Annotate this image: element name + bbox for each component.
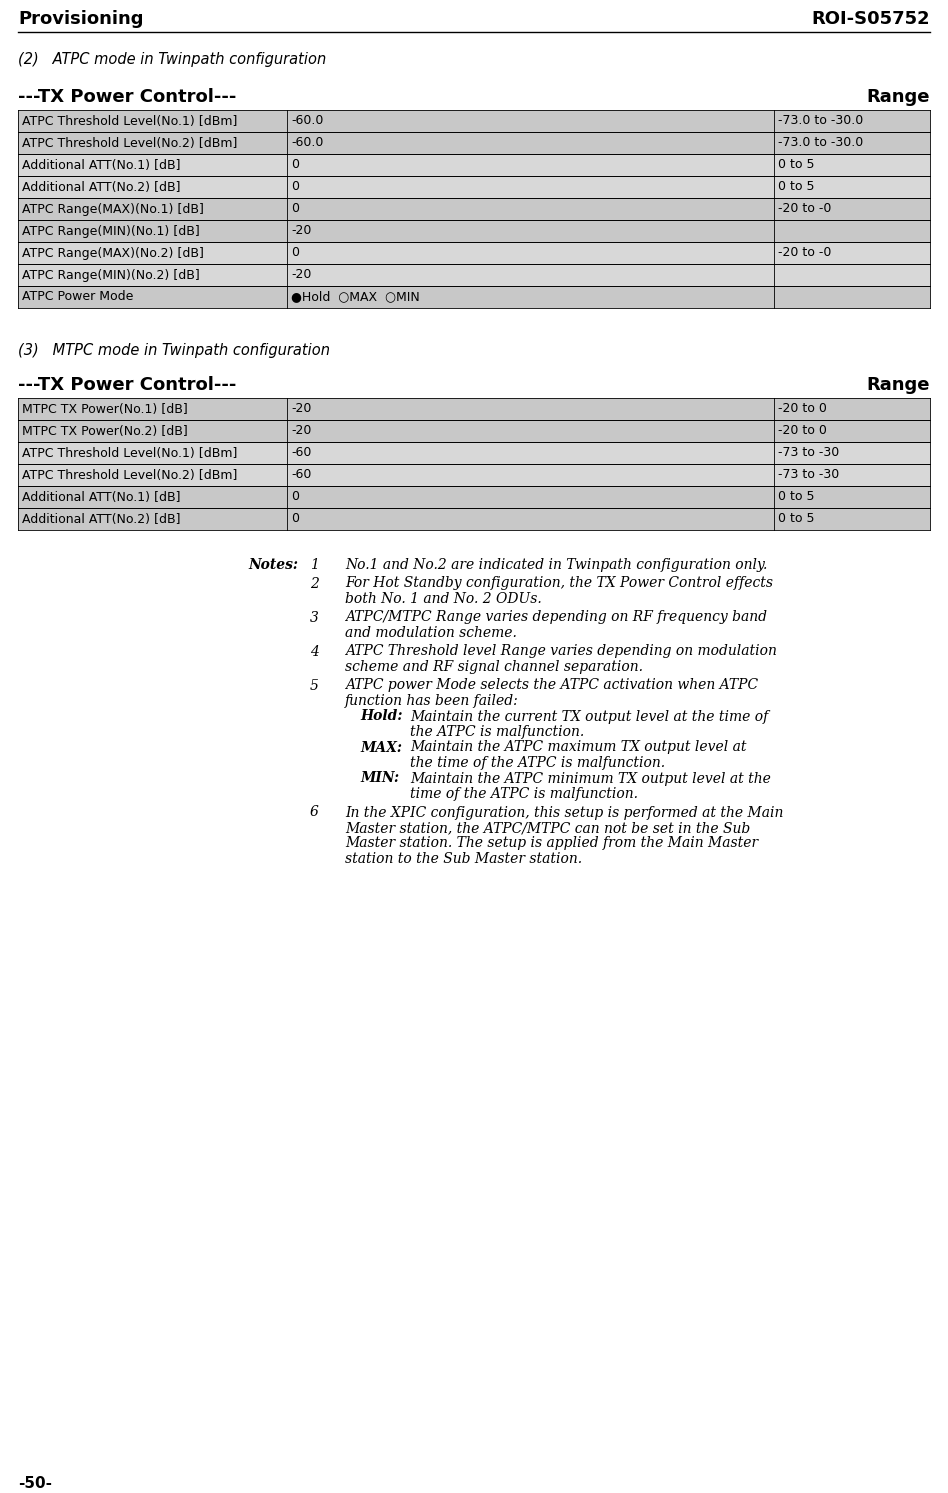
Text: For Hot Standby configuration, the TX Power Control effects: For Hot Standby configuration, the TX Po… [345,576,773,591]
Text: and modulation scheme.: and modulation scheme. [345,626,517,640]
Text: ATPC Threshold Level(No.1) [dBm]: ATPC Threshold Level(No.1) [dBm] [22,446,237,460]
Text: Notes:: Notes: [248,558,298,572]
Text: Provisioning: Provisioning [18,10,143,28]
Text: 0: 0 [291,491,299,503]
Bar [18,487,930,508]
Text: the time of the ATPC is malfunction.: the time of the ATPC is malfunction. [410,755,665,770]
Text: MTPC TX Power(No.1) [dB]: MTPC TX Power(No.1) [dB] [22,403,188,415]
Text: -60: -60 [291,446,311,460]
Bar [18,464,930,487]
Text: ---TX Power Control---: ---TX Power Control--- [18,376,236,394]
Text: ATPC Threshold Level(No.1) [dBm]: ATPC Threshold Level(No.1) [dBm] [22,115,237,127]
Text: 0 to 5: 0 to 5 [778,491,814,503]
Text: Additional ATT(No.2) [dB]: Additional ATT(No.2) [dB] [22,181,180,194]
Bar [18,442,930,464]
Text: -73 to -30: -73 to -30 [778,469,839,482]
Text: -20: -20 [291,224,311,237]
Text: Hold:: Hold: [360,709,403,724]
Bar [18,287,930,308]
Text: 0 to 5: 0 to 5 [778,181,814,194]
Text: 0: 0 [291,158,299,172]
Text: ATPC power Mode selects the ATPC activation when ATPC: ATPC power Mode selects the ATPC activat… [345,678,758,693]
Text: -60: -60 [291,469,311,482]
Text: -20 to -0: -20 to -0 [778,203,831,215]
Text: 4: 4 [310,645,319,658]
Text: -20: -20 [291,403,311,415]
Bar [18,110,930,131]
Text: Range: Range [866,376,930,394]
Bar [18,176,930,199]
Text: ATPC Threshold Level(No.2) [dBm]: ATPC Threshold Level(No.2) [dBm] [22,469,237,482]
Text: 2: 2 [310,576,319,591]
Text: 5: 5 [310,678,319,693]
Text: function has been failed:: function has been failed: [345,694,519,708]
Text: ATPC Range(MIN)(No.1) [dB]: ATPC Range(MIN)(No.1) [dB] [22,224,200,237]
Bar [18,264,930,287]
Text: -60.0: -60.0 [291,115,323,127]
Text: Master station, the ATPC/MTPC can not be set in the Sub: Master station, the ATPC/MTPC can not be… [345,821,750,835]
Text: -73.0 to -30.0: -73.0 to -30.0 [778,136,864,149]
Text: ROI-S05752: ROI-S05752 [811,10,930,28]
Bar [18,508,930,530]
Text: 1: 1 [310,558,319,572]
Text: Maintain the ATPC minimum TX output level at the: Maintain the ATPC minimum TX output leve… [410,772,771,785]
Text: 0: 0 [291,181,299,194]
Text: -20: -20 [291,424,311,437]
Text: ---TX Power Control---: ---TX Power Control--- [18,88,236,106]
Text: scheme and RF signal channel separation.: scheme and RF signal channel separation. [345,660,643,673]
Text: -73.0 to -30.0: -73.0 to -30.0 [778,115,864,127]
Text: (3)   MTPC mode in Twinpath configuration: (3) MTPC mode in Twinpath configuration [18,343,330,358]
Bar [18,420,930,442]
Text: MAX:: MAX: [360,741,402,754]
Bar [18,131,930,154]
Text: No.1 and No.2 are indicated in Twinpath configuration only.: No.1 and No.2 are indicated in Twinpath … [345,558,767,572]
Text: time of the ATPC is malfunction.: time of the ATPC is malfunction. [410,787,638,802]
Bar [18,399,930,420]
Text: ●Hold  ○MAX  ○MIN: ●Hold ○MAX ○MIN [291,291,420,303]
Bar [18,242,930,264]
Text: Additional ATT(No.1) [dB]: Additional ATT(No.1) [dB] [22,491,180,503]
Text: MIN:: MIN: [360,772,399,785]
Text: -20: -20 [291,269,311,282]
Text: 0 to 5: 0 to 5 [778,158,814,172]
Text: 6: 6 [310,806,319,820]
Text: 0: 0 [291,203,299,215]
Bar [18,154,930,176]
Text: ATPC Power Mode: ATPC Power Mode [22,291,134,303]
Text: -73 to -30: -73 to -30 [778,446,839,460]
Text: 0 to 5: 0 to 5 [778,512,814,526]
Text: ATPC Threshold Level(No.2) [dBm]: ATPC Threshold Level(No.2) [dBm] [22,136,237,149]
Text: In the XPIC configuration, this setup is performed at the Main: In the XPIC configuration, this setup is… [345,806,783,820]
Text: Maintain the current TX output level at the time of: Maintain the current TX output level at … [410,709,768,724]
Text: 3: 3 [310,611,319,624]
Bar [18,219,930,242]
Text: Additional ATT(No.1) [dB]: Additional ATT(No.1) [dB] [22,158,180,172]
Text: 0: 0 [291,246,299,260]
Text: station to the Sub Master station.: station to the Sub Master station. [345,853,582,866]
Text: Maintain the ATPC maximum TX output level at: Maintain the ATPC maximum TX output leve… [410,741,746,754]
Text: MTPC TX Power(No.2) [dB]: MTPC TX Power(No.2) [dB] [22,424,188,437]
Text: both No. 1 and No. 2 ODUs.: both No. 1 and No. 2 ODUs. [345,593,541,606]
Bar [18,199,930,219]
Text: -20 to -0: -20 to -0 [778,246,831,260]
Text: ATPC Threshold level Range varies depending on modulation: ATPC Threshold level Range varies depend… [345,645,776,658]
Text: ATPC Range(MAX)(No.1) [dB]: ATPC Range(MAX)(No.1) [dB] [22,203,204,215]
Text: -60.0: -60.0 [291,136,323,149]
Text: -20 to 0: -20 to 0 [778,403,827,415]
Text: Range: Range [866,88,930,106]
Text: ATPC Range(MIN)(No.2) [dB]: ATPC Range(MIN)(No.2) [dB] [22,269,200,282]
Text: -50-: -50- [18,1477,52,1492]
Text: -20 to 0: -20 to 0 [778,424,827,437]
Text: ATPC Range(MAX)(No.2) [dB]: ATPC Range(MAX)(No.2) [dB] [22,246,204,260]
Text: Additional ATT(No.2) [dB]: Additional ATT(No.2) [dB] [22,512,180,526]
Text: the ATPC is malfunction.: the ATPC is malfunction. [410,726,584,739]
Text: 0: 0 [291,512,299,526]
Text: Master station. The setup is applied from the Main Master: Master station. The setup is applied fro… [345,836,758,851]
Text: (2)   ATPC mode in Twinpath configuration: (2) ATPC mode in Twinpath configuration [18,52,326,67]
Text: ATPC/MTPC Range varies depending on RF frequency band: ATPC/MTPC Range varies depending on RF f… [345,611,767,624]
